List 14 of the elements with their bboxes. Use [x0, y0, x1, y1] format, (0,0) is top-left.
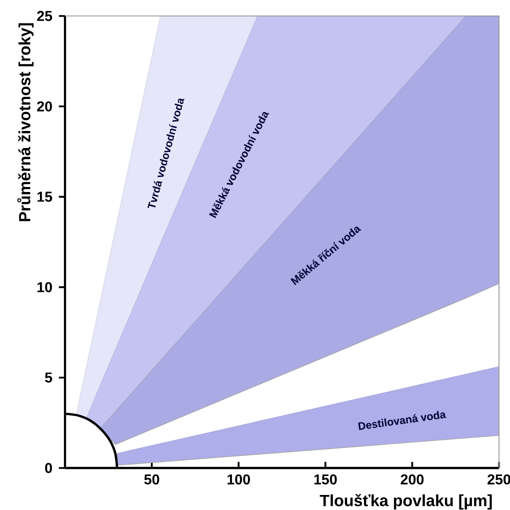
y-tick-label: 5	[45, 372, 52, 383]
x-tick-label: 200	[400, 474, 424, 484]
y-tick-label: 20	[37, 101, 52, 112]
y-tick-label: 0	[45, 462, 52, 474]
x-tick-label: 50	[144, 474, 160, 484]
text: Destilovaná voda	[358, 410, 446, 430]
y-axis-title: Průměrná životnost [roky]	[17, 23, 34, 222]
x-tick-label: 150	[314, 474, 337, 484]
y-tick-label: 10	[37, 282, 52, 292]
y-tick-label: 25	[37, 10, 52, 22]
y-tick-label: 15	[37, 192, 52, 202]
x-axis-title: Tloušťka povlaku [µm]	[320, 494, 492, 510]
x-tick-label: 100	[228, 474, 250, 484]
x-tick-label: 250	[488, 474, 510, 484]
